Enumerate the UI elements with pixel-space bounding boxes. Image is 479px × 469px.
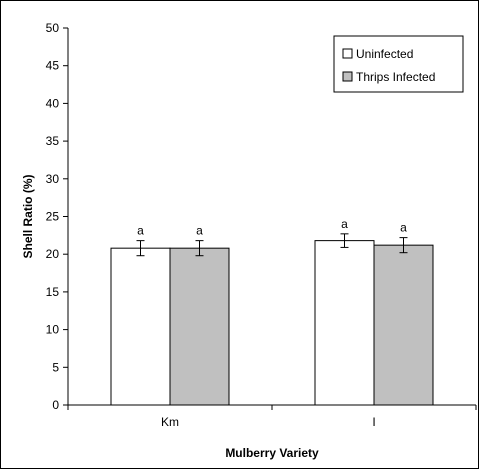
legend-swatch-uninfected — [342, 48, 353, 59]
x-tick-label: Km — [161, 415, 179, 429]
y-tick-label: 30 — [46, 172, 60, 186]
significance-label: a — [400, 221, 407, 235]
bar-thrips-infected — [373, 244, 434, 406]
legend-swatch-thrips-infected — [342, 71, 353, 82]
legend-label-uninfected: Uninfected — [356, 47, 413, 61]
y-tick-label: 20 — [46, 247, 60, 261]
legend-label-thrips-infected: Thrips Infected — [356, 70, 435, 84]
y-axis-title: Shell Ratio (%) — [21, 174, 35, 258]
y-tick-label: 0 — [52, 398, 59, 412]
y-tick-label: 10 — [46, 323, 60, 337]
significance-label: a — [137, 224, 144, 238]
y-tick-label: 50 — [46, 21, 60, 35]
x-tick-label: I — [372, 415, 375, 429]
x-axis-title: Mulberry Variety — [225, 446, 319, 460]
y-tick-label: 5 — [52, 360, 59, 374]
significance-label: a — [341, 217, 348, 231]
y-tick-label: 45 — [46, 59, 60, 73]
bars: a aa a — [110, 217, 434, 406]
legend: Uninfected Thrips Infected — [333, 35, 464, 93]
bar-uninfected — [314, 240, 375, 406]
x-axis-ticks: Km I — [67, 405, 477, 429]
bar-thrips-infected — [169, 247, 230, 406]
bar-uninfected — [110, 247, 171, 406]
significance-label: a — [196, 224, 203, 238]
y-axis-ticks: 0 5 10 15 20 25 30 35 40 45 50 — [46, 21, 68, 412]
y-tick-label: 15 — [46, 285, 60, 299]
legend-box — [333, 35, 464, 93]
y-tick-label: 40 — [46, 96, 60, 110]
y-tick-label: 35 — [46, 134, 60, 148]
y-tick-label: 25 — [46, 210, 60, 224]
